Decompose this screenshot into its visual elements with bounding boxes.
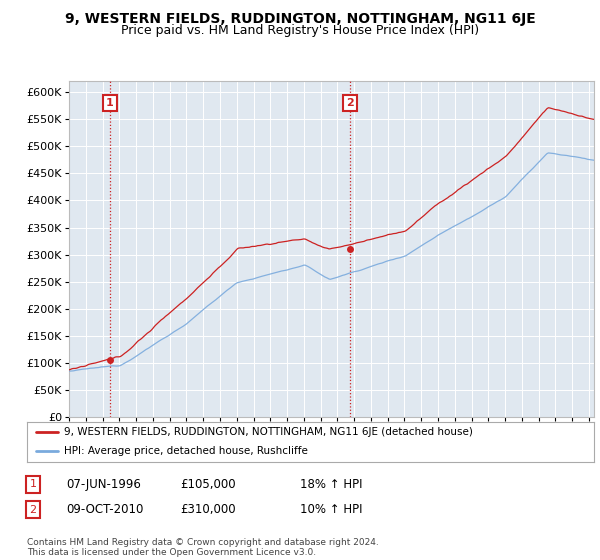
Text: £310,000: £310,000 <box>180 503 236 516</box>
Text: £105,000: £105,000 <box>180 478 236 491</box>
Text: 09-OCT-2010: 09-OCT-2010 <box>66 503 143 516</box>
Text: 1: 1 <box>106 98 114 108</box>
Text: 2: 2 <box>346 98 354 108</box>
Text: 2: 2 <box>29 505 37 515</box>
Text: Contains HM Land Registry data © Crown copyright and database right 2024.
This d: Contains HM Land Registry data © Crown c… <box>27 538 379 557</box>
Text: Price paid vs. HM Land Registry's House Price Index (HPI): Price paid vs. HM Land Registry's House … <box>121 24 479 37</box>
Text: HPI: Average price, detached house, Rushcliffe: HPI: Average price, detached house, Rush… <box>64 446 308 456</box>
Text: 9, WESTERN FIELDS, RUDDINGTON, NOTTINGHAM, NG11 6JE (detached house): 9, WESTERN FIELDS, RUDDINGTON, NOTTINGHA… <box>64 427 473 437</box>
Text: 1: 1 <box>29 479 37 489</box>
Text: 18% ↑ HPI: 18% ↑ HPI <box>300 478 362 491</box>
Text: 10% ↑ HPI: 10% ↑ HPI <box>300 503 362 516</box>
Text: 9, WESTERN FIELDS, RUDDINGTON, NOTTINGHAM, NG11 6JE: 9, WESTERN FIELDS, RUDDINGTON, NOTTINGHA… <box>65 12 535 26</box>
Text: 07-JUN-1996: 07-JUN-1996 <box>66 478 141 491</box>
